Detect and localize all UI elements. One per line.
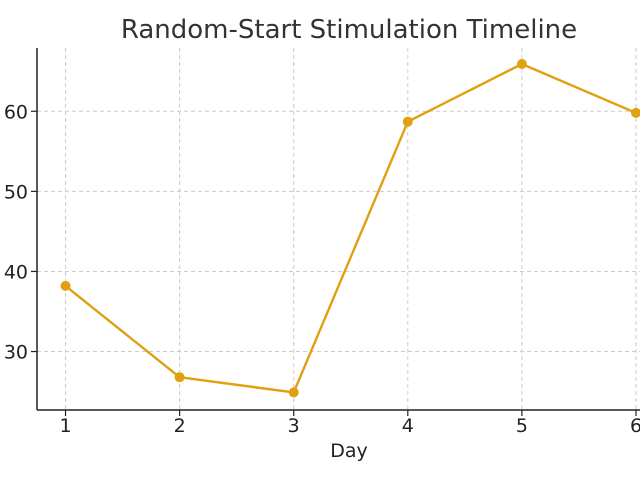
- ticks: 1 2 3 4 5 6 30 40 50 60: [4, 101, 640, 437]
- series-line: [64, 62, 637, 394]
- series: [60, 59, 640, 398]
- x-tick-label: 5: [516, 415, 528, 437]
- data-point: [60, 280, 71, 291]
- x-tick-label: 3: [288, 415, 300, 437]
- data-point: [516, 59, 527, 70]
- y-tick-label: 50: [4, 181, 28, 203]
- y-tick-label: 30: [4, 342, 28, 364]
- x-tick-label: 1: [59, 415, 71, 437]
- x-tick-label: 2: [174, 415, 186, 437]
- x-tick-label: 4: [402, 415, 414, 437]
- chart-title: Random-Start Stimulation Timeline: [121, 15, 577, 45]
- axes: [36, 48, 640, 411]
- grid: [37, 48, 640, 410]
- data-point: [288, 387, 299, 398]
- x-axis-label: Day: [330, 440, 368, 462]
- y-tick-label: 60: [4, 101, 28, 123]
- data-point: [174, 372, 185, 383]
- data-point: [631, 107, 640, 118]
- y-tick-label: 40: [4, 261, 28, 283]
- data-point: [402, 116, 413, 127]
- x-tick-label: 6: [630, 415, 640, 437]
